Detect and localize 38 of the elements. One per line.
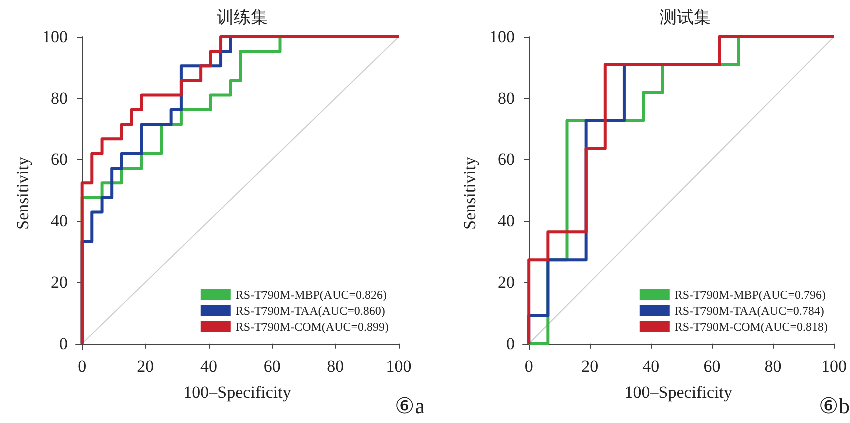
- legend-label: RS-T790M-TAA(AUC=0.784): [674, 304, 824, 318]
- x-axis-title: 100–Specificity: [184, 383, 292, 402]
- legend-label: RS-T790M-TAA(AUC=0.860): [236, 304, 386, 318]
- y-tick-label: 60: [51, 150, 68, 170]
- y-tick-label: 20: [498, 272, 515, 292]
- x-tick-label: 100: [822, 357, 847, 376]
- y-tick-label: 80: [51, 88, 68, 108]
- y-axis-title: Sensitivity: [14, 156, 33, 230]
- legend-label: RS-T790M-MBP(AUC=0.796): [674, 288, 826, 302]
- x-tick-label: 0: [524, 357, 534, 376]
- y-tick-label: 100: [42, 28, 68, 46]
- text: ⑥a: [395, 394, 426, 418]
- y-axis-title: Sensitivity: [460, 156, 480, 230]
- y-tick-label: 100: [490, 28, 515, 46]
- x-tick-label: 60: [704, 357, 721, 376]
- y-tick-label: 60: [498, 150, 515, 170]
- x-tick-label: 0: [78, 357, 87, 376]
- y-tick-label: 80: [498, 88, 515, 108]
- text: ⑥b: [819, 394, 850, 418]
- x-tick-label: 100: [386, 357, 412, 376]
- x-tick-label: 80: [327, 357, 344, 376]
- chart-title: 测试集: [660, 8, 711, 27]
- legend-label: RS-T790M-MBP(AUC=0.826): [236, 288, 388, 302]
- chart-title: 训练集: [217, 8, 268, 27]
- x-tick-label: 40: [200, 357, 218, 376]
- y-tick-label: 0: [506, 334, 515, 354]
- x-tick-label: 20: [137, 357, 154, 376]
- y-tick-label: 0: [60, 334, 68, 354]
- x-axis-title: 100–Specificity: [624, 383, 733, 402]
- y-tick-label: 40: [51, 212, 68, 231]
- y-tick-label: 20: [51, 272, 68, 292]
- x-tick-label: 60: [264, 357, 281, 376]
- x-tick-label: 80: [764, 357, 782, 376]
- legend-label: RS-T790M-COM(AUC=0.899): [236, 320, 390, 334]
- legend-label: RS-T790M-COM(AUC=0.818): [674, 320, 828, 334]
- x-tick-label: 20: [582, 357, 599, 376]
- x-tick-label: 40: [642, 357, 660, 376]
- y-tick-label: 40: [498, 212, 515, 231]
